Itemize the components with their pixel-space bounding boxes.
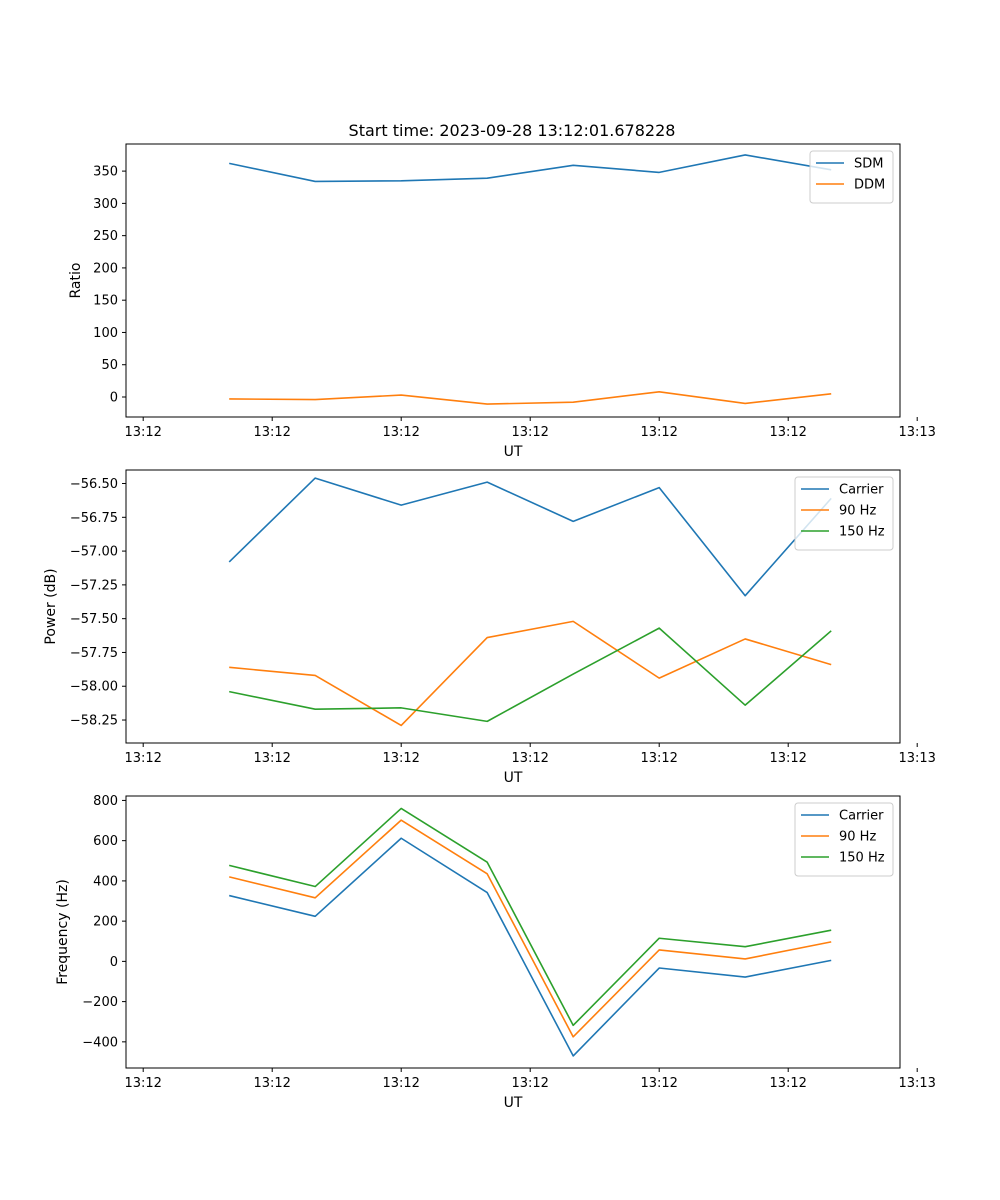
y-tick-label: 50 (101, 358, 118, 373)
x-tick-label: 13:13 (898, 1076, 935, 1091)
x-tick-label: 13:12 (124, 751, 161, 766)
chart-title: Start time: 2023-09-28 13:12:01.678228 (349, 121, 676, 140)
panel-1: 13:12 13:12 13:12 13:12 13:12 13:12 13:13 0 50 10… (68, 143, 936, 460)
y-tick-label: −57.00 (70, 545, 118, 560)
x-tick-label: 13:12 (511, 751, 548, 766)
axes-frame (125, 469, 901, 744)
x-tick-label: 13:12 (124, 425, 161, 440)
y-tick-label: 200 (93, 915, 118, 930)
y-tick-label: 300 (93, 197, 118, 212)
y-tick-label: 800 (93, 794, 118, 809)
legend: Carrier 90 Hz 150 Hz (794, 802, 894, 877)
legend-label: DDM (854, 178, 885, 193)
y-tick-label: 200 (93, 261, 118, 276)
x-tick-label: 13:12 (253, 751, 290, 766)
x-tick-label: 13:12 (382, 751, 419, 766)
y-tick-label: −56.50 (70, 477, 118, 492)
x-tick-label: 13:13 (898, 425, 935, 440)
y-tick-label: 150 (93, 294, 118, 309)
x-tick-label: 13:12 (511, 425, 548, 440)
axes-frame (125, 795, 901, 1069)
series-line-150-hz (229, 627, 832, 723)
y-tick-label: −58.25 (70, 714, 118, 729)
y-axis-label: Ratio (68, 263, 84, 299)
legend-label: Carrier (839, 483, 884, 498)
y-tick-label: 350 (93, 165, 118, 180)
legend-label: 150 Hz (839, 525, 885, 540)
y-tick-label: 250 (93, 229, 118, 244)
series-line-90-hz (229, 620, 832, 727)
y-tick-label: −58.00 (70, 680, 118, 695)
series-line-carrier (229, 837, 832, 1057)
x-axis-label: UT (504, 1095, 523, 1111)
y-tick-label: 0 (110, 390, 118, 405)
y-tick-label: 400 (93, 874, 118, 889)
legend-label: 90 Hz (839, 504, 876, 519)
series-line-carrier (228, 477, 832, 597)
x-tick-label: 13:12 (640, 1076, 677, 1091)
x-tick-label: 13:12 (511, 1076, 548, 1091)
y-tick-label: −57.50 (70, 612, 118, 627)
x-tick-label: 13:12 (253, 425, 290, 440)
legend: SDM DDM (809, 150, 894, 204)
y-tick-label: −400 (82, 1035, 118, 1050)
x-tick-label: 13:12 (640, 425, 677, 440)
series-line-90-hz (229, 819, 832, 1038)
y-tick-label: −56.75 (70, 511, 118, 526)
x-tick-label: 13:12 (124, 1076, 161, 1091)
y-tick-label: 100 (93, 326, 118, 341)
axes-frame (125, 143, 901, 418)
legend-label: Carrier (839, 809, 884, 824)
y-axis-label: Power (dB) (43, 568, 59, 644)
x-tick-label: 13:12 (769, 751, 806, 766)
legend: Carrier 90 Hz 150 Hz (794, 476, 894, 551)
y-tick-label: −57.25 (70, 578, 118, 593)
legend-label: SDM (854, 157, 883, 172)
series-line-150-hz (229, 807, 832, 1027)
x-tick-label: 13:12 (253, 1076, 290, 1091)
x-tick-label: 13:12 (640, 751, 677, 766)
x-tick-label: 13:13 (898, 751, 935, 766)
y-axis-label: Frequency (Hz) (55, 879, 71, 985)
series-line-sdm (229, 154, 832, 183)
panel-3: 13:12 13:12 13:12 13:12 13:12 13:12 13:13 −400 −… (55, 794, 936, 1111)
y-tick-label: 0 (110, 955, 118, 970)
panel-2: 13:12 13:12 13:12 13:12 13:12 13:12 13:13 −58.2… (43, 469, 936, 786)
legend-label: 150 Hz (839, 851, 885, 866)
x-axis-label: UT (504, 444, 523, 460)
x-axis-label: UT (504, 770, 523, 786)
x-tick-label: 13:12 (769, 425, 806, 440)
series-line-ddm (229, 391, 832, 405)
x-tick-label: 13:12 (382, 1076, 419, 1091)
y-tick-label: −57.75 (70, 646, 118, 661)
x-tick-label: 13:12 (769, 1076, 806, 1091)
y-tick-label: 600 (93, 834, 118, 849)
legend-label: 90 Hz (839, 830, 876, 845)
panels: 13:12 13:12 13:12 13:12 13:12 13:12 13:13 0 50 10… (43, 143, 936, 1111)
x-tick-label: 13:12 (382, 425, 419, 440)
legend-box (809, 150, 894, 204)
y-tick-label: −200 (82, 995, 118, 1010)
